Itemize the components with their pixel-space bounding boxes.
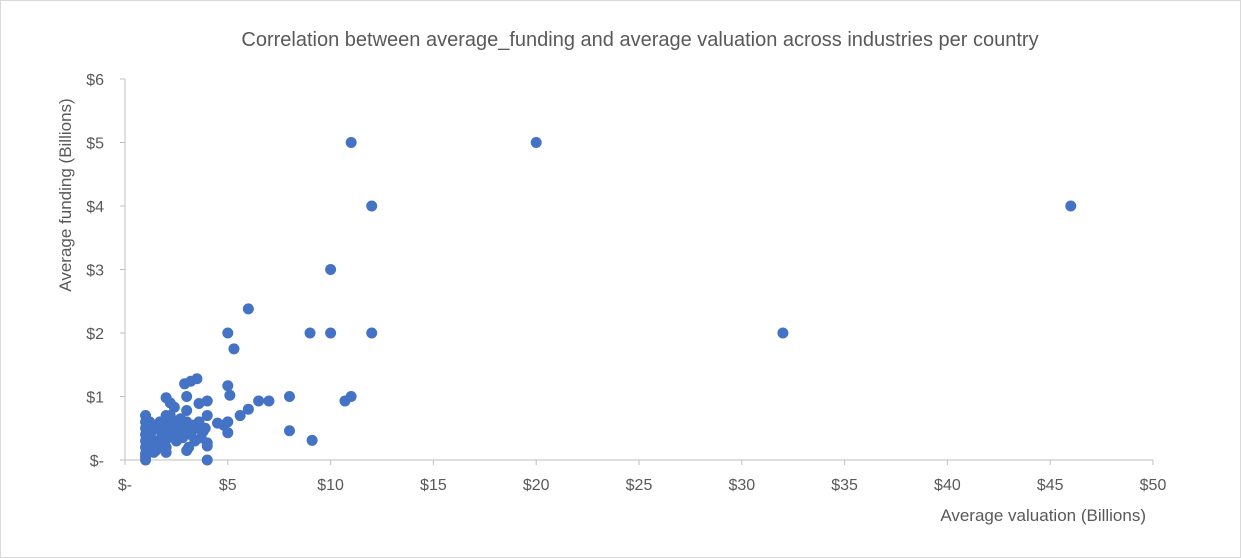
- x-tick-label: $25: [626, 477, 653, 494]
- data-point: [253, 395, 265, 407]
- chart-title: Correlation between average_funding and …: [241, 29, 1039, 51]
- x-tick-label: $5: [219, 477, 237, 494]
- data-point: [228, 343, 240, 355]
- data-point: [306, 434, 318, 446]
- data-point: [530, 137, 542, 148]
- x-tick-label: $45: [1037, 477, 1064, 494]
- data-point: [201, 410, 213, 422]
- axes: [120, 78, 1154, 465]
- data-point: [283, 425, 295, 437]
- x-tick-label: $-: [118, 477, 132, 494]
- data-point: [242, 303, 254, 315]
- data-point: [168, 401, 180, 413]
- y-tick-label: $5: [86, 136, 104, 153]
- data-point: [222, 427, 234, 439]
- data-point: [148, 446, 160, 458]
- data-point: [366, 327, 378, 339]
- data-point: [1065, 200, 1077, 212]
- x-tick-label: $50: [1140, 477, 1167, 494]
- data-point: [201, 440, 213, 452]
- y-tick-label: $1: [86, 390, 104, 407]
- data-point: [156, 419, 168, 431]
- data-point: [339, 395, 351, 407]
- data-point: [242, 403, 254, 415]
- data-point: [193, 397, 205, 409]
- data-point: [283, 391, 295, 402]
- data-point: [222, 327, 234, 339]
- x-tick-label: $30: [728, 477, 755, 494]
- data-point: [345, 137, 357, 148]
- x-tick-label: $10: [317, 477, 344, 494]
- data-point: [777, 327, 789, 339]
- data-point: [224, 389, 236, 401]
- data-point: [199, 422, 211, 434]
- data-point: [325, 327, 337, 339]
- y-tick-label: $3: [86, 263, 104, 280]
- data-point: [222, 380, 234, 392]
- data-point: [179, 378, 191, 390]
- data-point: [366, 200, 378, 212]
- y-axis-title: Average funding (Billions): [56, 98, 75, 291]
- x-tick-label: $15: [420, 477, 447, 494]
- data-point: [201, 454, 213, 466]
- data-point: [181, 391, 193, 402]
- data-point: [325, 264, 337, 275]
- data-point: [263, 395, 275, 407]
- data-point: [234, 410, 246, 422]
- data-point: [144, 416, 156, 428]
- y-tick-label: $-: [90, 453, 104, 470]
- data-point: [304, 327, 316, 339]
- y-tick-label: $4: [86, 199, 104, 216]
- x-tick-label: $20: [523, 477, 550, 494]
- x-axis-title: Average valuation (Billions): [940, 506, 1146, 525]
- axis-labels: $- $5 $10 $15 $20 $25 $30 $35 $40 $45 $50 $- $1 $2 $3 $…: [56, 72, 1166, 525]
- y-tick-label: $6: [86, 72, 104, 89]
- data-point: [146, 438, 158, 450]
- data-point: [168, 416, 180, 428]
- x-tick-label: $40: [934, 477, 961, 494]
- y-tick-label: $2: [86, 326, 104, 343]
- data-point: [195, 432, 207, 444]
- data-points: [140, 137, 1077, 466]
- x-tick-label: $35: [831, 477, 858, 494]
- data-point: [179, 425, 191, 437]
- data-point: [181, 404, 193, 416]
